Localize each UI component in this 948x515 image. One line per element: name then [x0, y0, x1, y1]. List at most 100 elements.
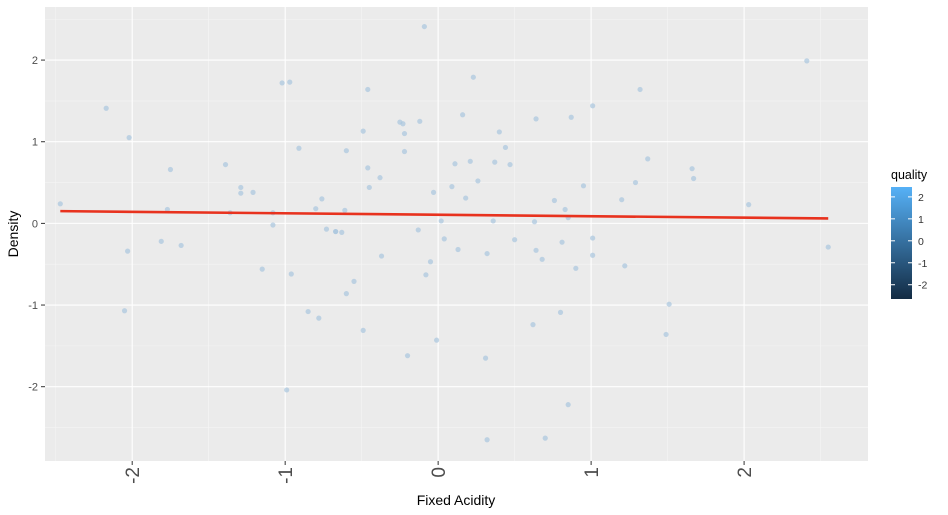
legend-ticks: 2 1 0 -1 -2: [891, 192, 927, 292]
data-point: [430, 189, 437, 195]
data-point: [313, 206, 319, 212]
data-point: [366, 184, 372, 191]
data-point: [222, 161, 229, 168]
data-point: [590, 252, 596, 258]
data-point: [365, 165, 371, 171]
data-point: [460, 112, 466, 118]
data-point: [492, 159, 498, 165]
x-tick-label: 2: [735, 467, 756, 478]
y-axis: -2 -1 0 1 2: [28, 55, 45, 394]
legend-tick-label: 0: [918, 236, 924, 248]
data-point: [287, 79, 293, 85]
data-point: [296, 145, 302, 151]
x-tick-label: -1: [276, 467, 297, 484]
y-tick-label: -2: [28, 382, 38, 394]
data-point: [377, 175, 383, 181]
data-point: [590, 103, 596, 109]
data-point: [288, 271, 294, 277]
data-point: [270, 222, 276, 228]
regression-line: [60, 209, 829, 220]
data-point: [404, 353, 411, 359]
data-point: [490, 218, 496, 224]
x-tick-label: 1: [582, 467, 603, 478]
data-point: [178, 242, 184, 249]
data-point: [316, 315, 322, 321]
legend-tick-label: 1: [918, 214, 924, 226]
data-point: [164, 206, 170, 213]
data-point: [333, 228, 339, 235]
data-point: [323, 226, 330, 232]
data-point: [455, 246, 461, 253]
data-point: [158, 238, 164, 244]
data-point: [126, 135, 132, 141]
legend-title: quality: [891, 168, 928, 182]
data-point: [565, 402, 571, 408]
legend-tick-label: 2: [918, 192, 924, 204]
data-point: [427, 259, 434, 265]
data-point: [365, 86, 371, 93]
legend-tick-label: -1: [918, 258, 927, 270]
data-point: [57, 201, 63, 207]
gridlines: [45, 7, 868, 461]
data-point: [417, 118, 423, 124]
data-point: [360, 128, 366, 134]
data-point: [637, 86, 643, 93]
data-point: [284, 387, 290, 393]
x-tick-label: 0: [429, 467, 450, 478]
data-point: [622, 263, 628, 269]
data-point: [645, 156, 651, 162]
y-tick-label: 2: [32, 55, 38, 67]
data-point: [482, 355, 489, 361]
data-point: [551, 197, 558, 204]
data-point: [259, 266, 265, 272]
data-point: [689, 166, 695, 172]
data-point: [632, 179, 639, 186]
data-point: [438, 218, 444, 224]
data-point: [542, 435, 548, 441]
data-point: [360, 327, 366, 333]
data-point: [121, 308, 128, 314]
data-point: [562, 206, 568, 213]
x-axis-title: Fixed Acidity: [417, 492, 496, 508]
data-point: [421, 23, 427, 30]
plot-panel: [45, 7, 868, 461]
data-point: [573, 265, 579, 271]
data-point: [342, 207, 348, 213]
data-point: [319, 196, 325, 202]
legend-colorbar: [891, 187, 912, 299]
data-point: [484, 250, 490, 257]
data-point: [533, 116, 539, 122]
data-point: [590, 235, 596, 241]
data-point: [496, 129, 502, 135]
data-point: [351, 278, 357, 284]
data-point: [452, 161, 458, 167]
data-point: [103, 105, 109, 111]
data-point: [423, 272, 429, 278]
y-axis-title: Density: [5, 211, 21, 258]
data-point: [539, 256, 545, 262]
data-point: [238, 184, 244, 191]
data-point: [484, 437, 490, 443]
data-point: [415, 227, 421, 233]
data-point: [378, 253, 385, 259]
data-point: [557, 309, 564, 315]
data-point: [507, 161, 513, 168]
data-point: [619, 197, 625, 203]
data-point: [343, 291, 349, 297]
x-axis: -2 -1 0 1 2: [123, 461, 756, 484]
data-point: [305, 308, 311, 315]
y-tick-label: 1: [32, 137, 38, 149]
data-point: [663, 331, 669, 338]
data-point: [463, 195, 469, 201]
data-point: [825, 244, 831, 250]
data-point: [580, 183, 587, 189]
data-point: [449, 184, 455, 190]
data-point: [691, 175, 697, 182]
legend-tick-label: -2: [918, 280, 927, 292]
data-point: [502, 144, 509, 151]
data-point: [531, 219, 538, 225]
data-point: [666, 301, 672, 307]
data-point: [530, 322, 536, 328]
legend: quality 2 1 0 -1 -2: [891, 168, 928, 299]
